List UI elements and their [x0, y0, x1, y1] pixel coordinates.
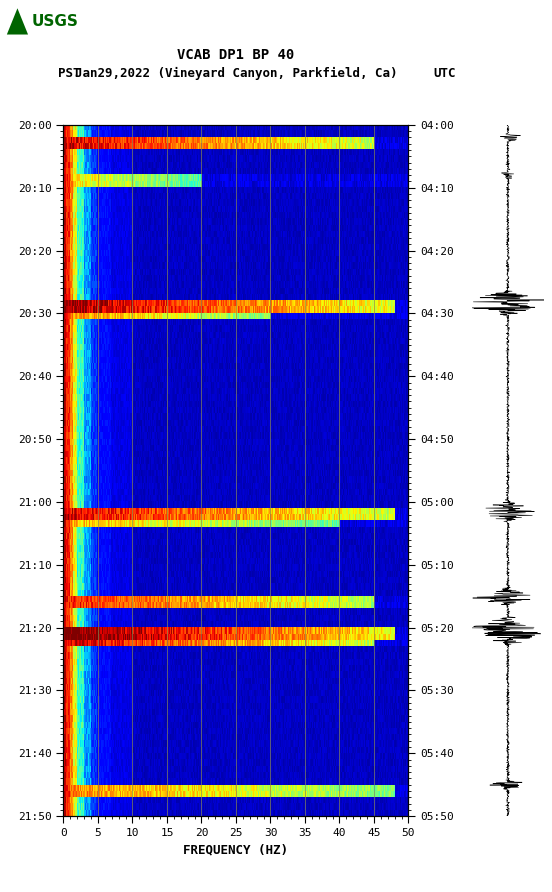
Text: UTC: UTC	[433, 67, 455, 79]
Text: Jan29,2022 (Vineyard Canyon, Parkfield, Ca): Jan29,2022 (Vineyard Canyon, Parkfield, …	[75, 67, 397, 79]
Text: USGS: USGS	[32, 14, 79, 29]
Text: PST: PST	[58, 67, 81, 79]
Polygon shape	[7, 8, 28, 35]
X-axis label: FREQUENCY (HZ): FREQUENCY (HZ)	[183, 844, 289, 856]
Text: VCAB DP1 BP 40: VCAB DP1 BP 40	[177, 48, 295, 62]
